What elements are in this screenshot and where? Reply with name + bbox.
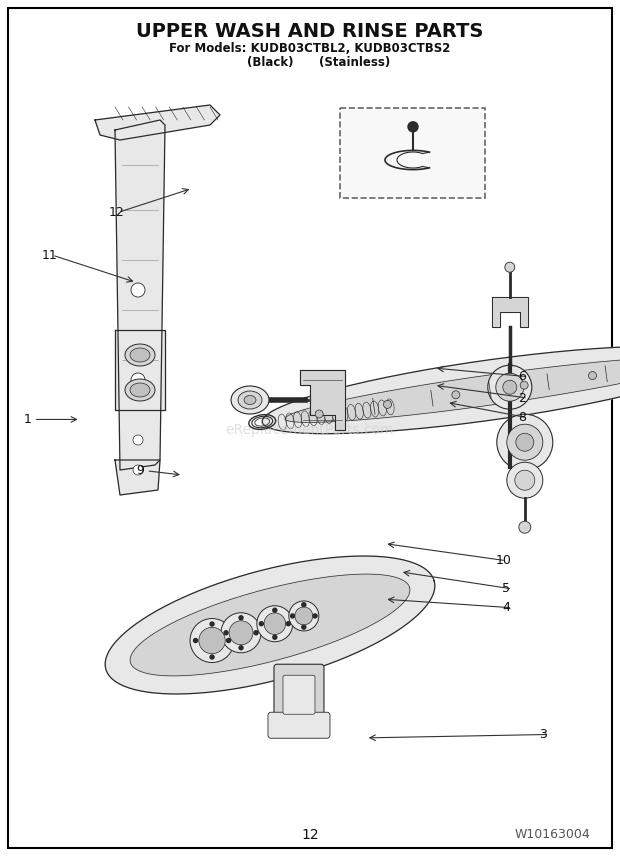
Polygon shape	[115, 330, 165, 410]
Text: eReplacementParts.com: eReplacementParts.com	[226, 423, 394, 437]
Text: 4: 4	[502, 601, 510, 615]
Circle shape	[515, 470, 535, 490]
Polygon shape	[95, 105, 220, 140]
Text: 5: 5	[502, 582, 510, 596]
Text: 1: 1	[24, 413, 32, 426]
Text: W10163004: W10163004	[514, 829, 590, 841]
FancyBboxPatch shape	[274, 664, 324, 725]
Text: For Models: KUDB03CTBL2, KUDB03CTBS2: For Models: KUDB03CTBL2, KUDB03CTBS2	[169, 42, 451, 55]
Text: 2: 2	[518, 391, 526, 405]
Polygon shape	[115, 460, 160, 495]
FancyBboxPatch shape	[268, 712, 330, 738]
Bar	[340, 108, 485, 198]
Polygon shape	[492, 297, 528, 327]
Circle shape	[259, 621, 264, 626]
Ellipse shape	[125, 379, 155, 401]
Ellipse shape	[125, 344, 155, 366]
Text: 12: 12	[301, 828, 319, 842]
Circle shape	[520, 381, 528, 389]
Ellipse shape	[130, 348, 150, 362]
Text: (Stainless): (Stainless)	[319, 56, 391, 69]
Circle shape	[286, 621, 290, 626]
Text: 8: 8	[518, 411, 526, 425]
Text: 10: 10	[496, 554, 512, 568]
Ellipse shape	[238, 391, 262, 409]
Polygon shape	[262, 347, 620, 434]
Circle shape	[452, 391, 460, 399]
Circle shape	[588, 372, 596, 379]
Circle shape	[289, 601, 319, 631]
Circle shape	[229, 621, 253, 645]
Circle shape	[224, 631, 228, 635]
Circle shape	[496, 373, 524, 401]
Polygon shape	[105, 556, 435, 694]
Circle shape	[257, 606, 293, 642]
Text: (Black): (Black)	[247, 56, 293, 69]
Circle shape	[273, 635, 277, 639]
Circle shape	[239, 615, 243, 620]
Circle shape	[210, 622, 214, 626]
Polygon shape	[285, 358, 620, 422]
Ellipse shape	[244, 395, 256, 405]
Circle shape	[254, 631, 258, 635]
Circle shape	[291, 614, 294, 618]
Circle shape	[503, 380, 517, 395]
Text: 12: 12	[108, 205, 124, 219]
Polygon shape	[115, 120, 165, 470]
Text: 9: 9	[136, 464, 144, 478]
Circle shape	[315, 410, 323, 418]
Text: 11: 11	[42, 248, 58, 262]
Polygon shape	[130, 574, 410, 676]
Circle shape	[264, 613, 286, 634]
Circle shape	[131, 283, 145, 297]
Circle shape	[133, 435, 143, 445]
Ellipse shape	[130, 383, 150, 397]
Circle shape	[516, 433, 534, 451]
Text: UPPER WASH AND RINSE PARTS: UPPER WASH AND RINSE PARTS	[136, 22, 484, 41]
Circle shape	[239, 645, 243, 650]
Circle shape	[190, 619, 234, 663]
FancyBboxPatch shape	[283, 675, 315, 714]
Circle shape	[519, 521, 531, 533]
Circle shape	[131, 373, 145, 387]
Circle shape	[505, 262, 515, 272]
Circle shape	[193, 639, 198, 643]
Polygon shape	[300, 370, 345, 430]
Circle shape	[302, 603, 306, 607]
Text: 3: 3	[539, 728, 547, 741]
Circle shape	[294, 607, 313, 625]
Circle shape	[210, 655, 214, 659]
Circle shape	[221, 613, 261, 653]
Ellipse shape	[231, 386, 269, 414]
Circle shape	[507, 425, 542, 461]
Circle shape	[313, 614, 317, 618]
Circle shape	[497, 414, 553, 470]
Circle shape	[273, 609, 277, 612]
Circle shape	[408, 122, 418, 132]
Circle shape	[199, 627, 225, 654]
Circle shape	[133, 465, 143, 475]
Circle shape	[384, 401, 391, 408]
Circle shape	[302, 625, 306, 629]
Circle shape	[488, 366, 532, 409]
Circle shape	[507, 462, 542, 498]
Text: 6: 6	[518, 370, 526, 383]
Circle shape	[226, 639, 231, 643]
